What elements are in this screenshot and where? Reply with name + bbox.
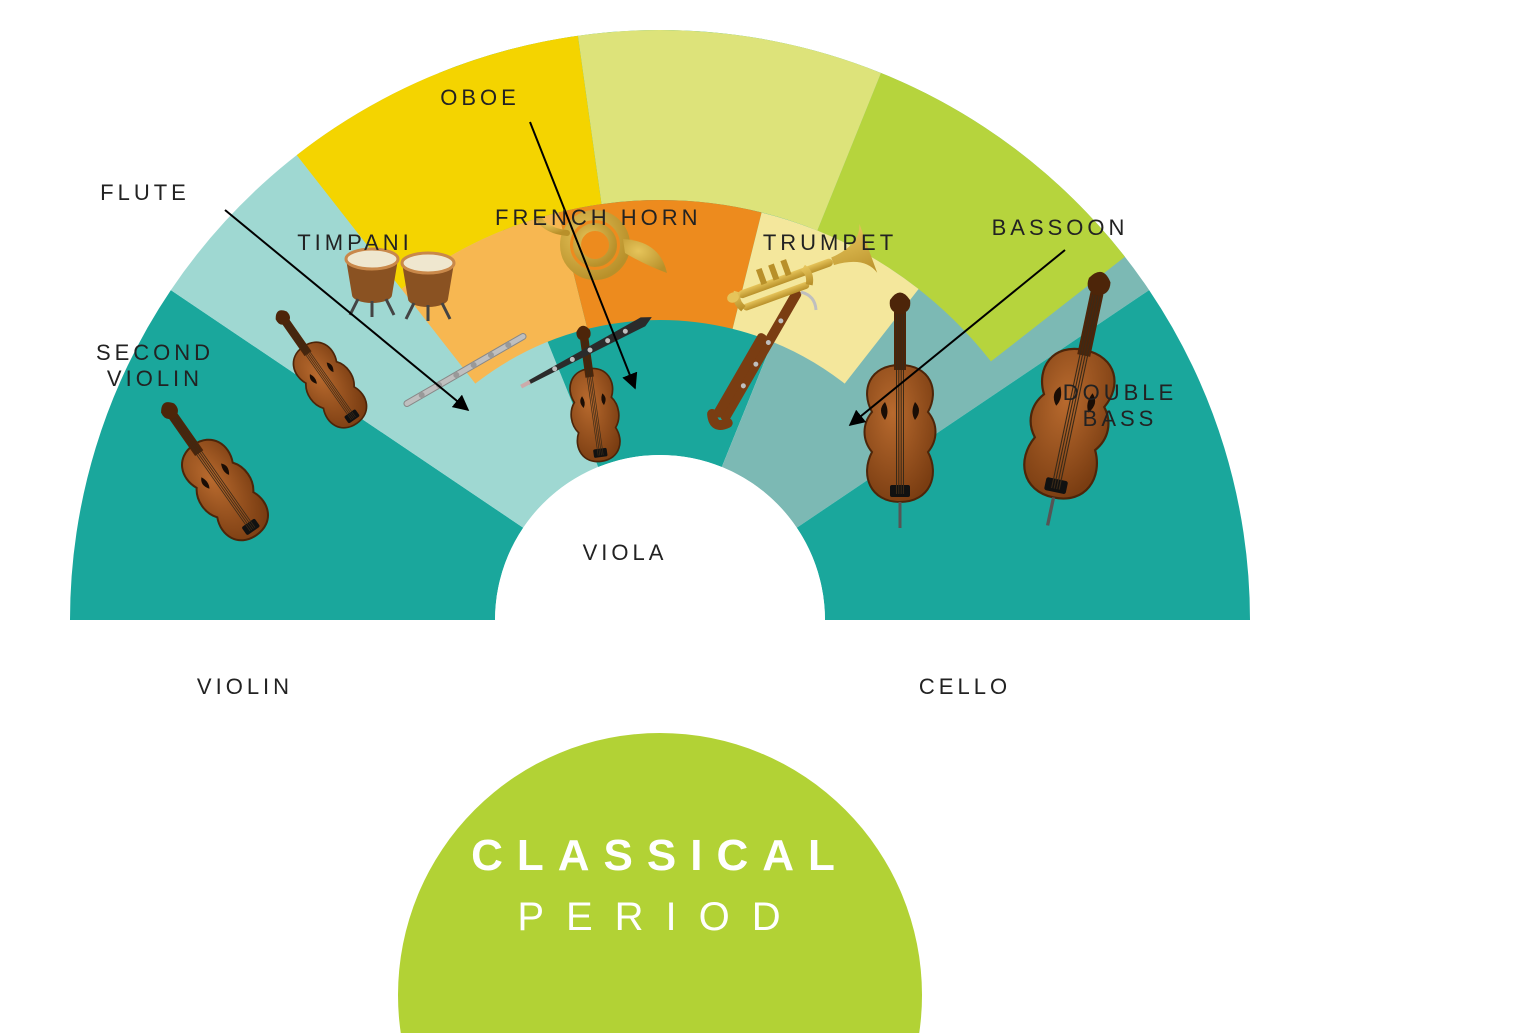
orchestra-diagram: VIOLINSECONDVIOLINVIOLACELLODOUBLEBASSFL… bbox=[0, 0, 1536, 1033]
title-layer: CLASSICAL PERIOD bbox=[0, 0, 1536, 1033]
title-line2: PERIOD bbox=[517, 895, 802, 939]
title-line1: CLASSICAL bbox=[471, 831, 849, 880]
title-circle bbox=[398, 733, 922, 1033]
